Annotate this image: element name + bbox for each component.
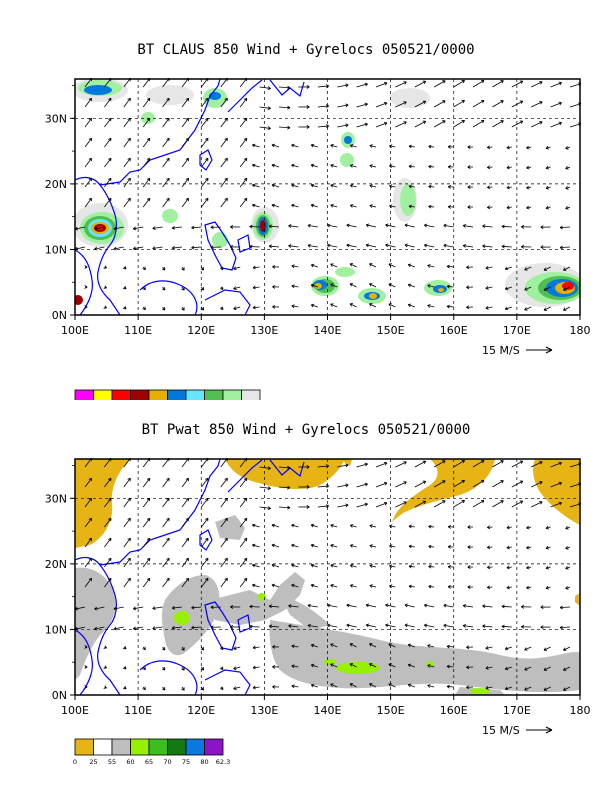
coastlines	[75, 459, 305, 695]
x-tick-label: 170E	[503, 324, 531, 337]
x-tick-label: 110E	[124, 704, 152, 717]
x-tick-label: 100E	[61, 324, 89, 337]
y-tick-label: 0N	[52, 309, 67, 322]
x-tick-label: 110E	[124, 324, 152, 337]
precipitable-water-contours	[75, 459, 580, 695]
vector-ref-arrowhead	[545, 726, 553, 734]
colorbar-label: 55	[108, 758, 116, 766]
colorbar-swatch	[130, 738, 150, 756]
colorbar-swatch	[185, 738, 205, 756]
wind-vectors	[74, 457, 582, 691]
colorbar-swatch	[204, 738, 224, 756]
colorbar-label: 62.3	[216, 758, 230, 766]
vector-ref-label: 15 M/S	[482, 344, 520, 357]
colorbar-swatch	[167, 738, 187, 756]
lat-lon-grid	[75, 79, 580, 315]
x-tick-label: 120E	[187, 704, 215, 717]
colorbar-swatch	[93, 738, 113, 756]
colorbar-label: 65	[145, 758, 153, 766]
y-tick-label: 30N	[45, 112, 67, 125]
x-tick-label: 150E	[377, 704, 405, 717]
colorbar-swatch	[74, 738, 94, 756]
x-tick-label: 140E	[314, 704, 342, 717]
x-tick-label: 160E	[440, 324, 468, 337]
colorbar-swatch	[148, 738, 168, 756]
colorbar-swatch	[222, 389, 242, 400]
colorbar-label: 60	[126, 758, 134, 766]
colorbar-label: 75	[182, 758, 190, 766]
x-tick-label: 180	[570, 324, 591, 337]
cloud-top-contours	[75, 79, 580, 307]
panel1-title: BT CLAUS 850 Wind + Gyrelocs 050521/0000	[137, 42, 475, 58]
colorbar-swatch	[167, 389, 187, 400]
colorbar-swatch	[74, 389, 94, 400]
x-tick-label: 100E	[61, 704, 89, 717]
colorbar: 200194200208216230242248254260266	[74, 389, 261, 400]
colorbar: 0 25 55 60 65 70 75 80 62.3	[73, 738, 230, 766]
colorbar-swatch	[111, 738, 131, 756]
y-tick-label: 10N	[45, 623, 67, 636]
colorbar-swatch	[185, 389, 205, 400]
y-tick-label: 20N	[45, 558, 67, 571]
axis-ticks: 100E 110E 120E 130E 140E 150E 160E 170E 180 0N 10N…	[45, 465, 591, 717]
y-tick-label: 30N	[45, 492, 67, 505]
axis-ticks: 100E 110E 120E 130E 140E 150E 160E 170E 180 0N 10N…	[45, 85, 591, 337]
y-tick-label: 10N	[45, 243, 67, 256]
y-tick-label: 0N	[52, 689, 67, 702]
colorbar-label: 70	[163, 758, 171, 766]
x-tick-label: 120E	[187, 324, 215, 337]
colorbar-swatch	[148, 389, 168, 400]
colorbar-label: 80	[200, 758, 208, 766]
x-tick-label: 170E	[503, 704, 531, 717]
y-tick-label: 20N	[45, 178, 67, 191]
x-tick-label: 160E	[440, 704, 468, 717]
x-tick-label: 130E	[250, 704, 278, 717]
x-tick-label: 180	[570, 704, 591, 717]
colorbar-swatch	[204, 389, 224, 400]
coastlines	[75, 79, 305, 315]
colorbar-label: 25	[89, 758, 97, 766]
colorbar-label: 0	[73, 758, 77, 766]
wind-vectors	[74, 77, 582, 311]
panel2-title: BT Pwat 850 Wind + Gyrelocs 050521/0000	[141, 422, 471, 438]
pwat-wind-map: 100E 110E 120E 130E 140E 150E 160E 170E 180 0N 10N…	[45, 457, 591, 766]
x-tick-label: 140E	[314, 324, 342, 337]
colorbar-swatch	[111, 389, 131, 400]
colorbar-swatch	[130, 389, 150, 400]
colorbar-swatch	[93, 389, 113, 400]
colorbar-swatch	[241, 389, 261, 400]
x-tick-label: 130E	[250, 324, 278, 337]
vector-ref-arrowhead	[545, 346, 553, 354]
claus-wind-map: 100E 110E 120E 130E 140E 150E 160E 170E 180 0N 10N…	[45, 77, 591, 400]
vector-ref-label: 15 M/S	[482, 724, 520, 737]
x-tick-label: 150E	[377, 324, 405, 337]
lat-lon-grid	[75, 459, 580, 695]
